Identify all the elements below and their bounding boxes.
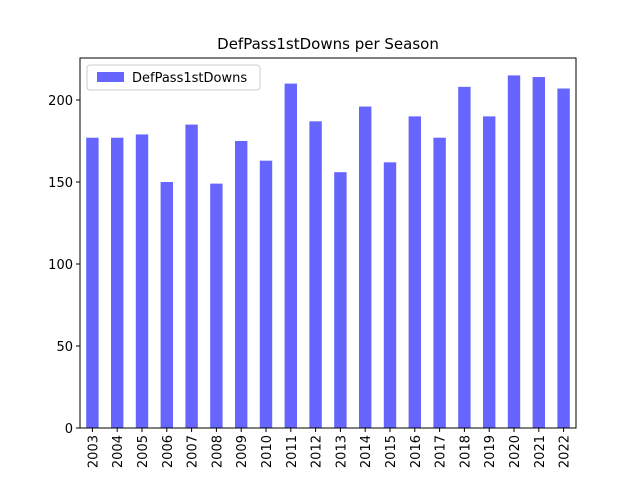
bar [557, 88, 570, 429]
y-tick-label: 200 [48, 94, 73, 109]
bar [334, 172, 347, 428]
x-tick-label: 2013 [334, 435, 349, 468]
x-tick-label: 2006 [161, 435, 176, 468]
bar [185, 124, 198, 428]
bar [309, 121, 322, 429]
x-tick-label: 2007 [186, 435, 201, 468]
bar [483, 116, 496, 428]
legend-box [86, 64, 261, 91]
x-tick-label: 2019 [483, 435, 498, 468]
bar [532, 77, 545, 428]
x-tick-label: 2005 [136, 435, 151, 468]
legend-swatch [97, 72, 124, 82]
bar [433, 137, 446, 428]
bar [235, 140, 248, 428]
x-tick-label: 2016 [409, 435, 424, 468]
x-tick-label: 2003 [86, 435, 101, 468]
plot-frame [79, 57, 577, 429]
y-tick-label: 150 [48, 176, 73, 191]
chart-title: DefPass1stDowns per Season [217, 35, 439, 53]
bar [383, 162, 397, 428]
x-tick-label: 2022 [558, 435, 573, 468]
bar [160, 181, 173, 428]
x-tick-label: 2020 [508, 435, 523, 468]
bar [111, 137, 124, 428]
x-tick-label: 2014 [359, 435, 374, 468]
bar [507, 75, 521, 428]
x-tick-label: 2015 [384, 435, 399, 468]
x-tick-label: 2011 [285, 435, 300, 468]
x-tick-label: 2008 [210, 435, 225, 468]
y-tick-label: 50 [56, 340, 73, 355]
bar [135, 134, 149, 428]
bar [284, 83, 297, 428]
x-tick-label: 2018 [458, 435, 473, 468]
bar [408, 116, 421, 428]
bar [86, 137, 99, 428]
x-tick-label: 2021 [533, 435, 548, 468]
y-tick-label: 0 [65, 422, 73, 437]
x-tick-label: 2009 [235, 435, 250, 468]
y-tick-label: 100 [48, 258, 73, 273]
x-tick-label: 2017 [434, 435, 449, 468]
bar [210, 183, 223, 428]
x-tick-label: 2010 [260, 435, 275, 468]
legend-label: DefPass1stDowns [132, 71, 247, 86]
x-tick-label: 2012 [310, 435, 325, 468]
bar [359, 106, 372, 429]
bar [259, 160, 273, 428]
bar [458, 86, 471, 429]
x-tick-label: 2004 [111, 435, 126, 468]
